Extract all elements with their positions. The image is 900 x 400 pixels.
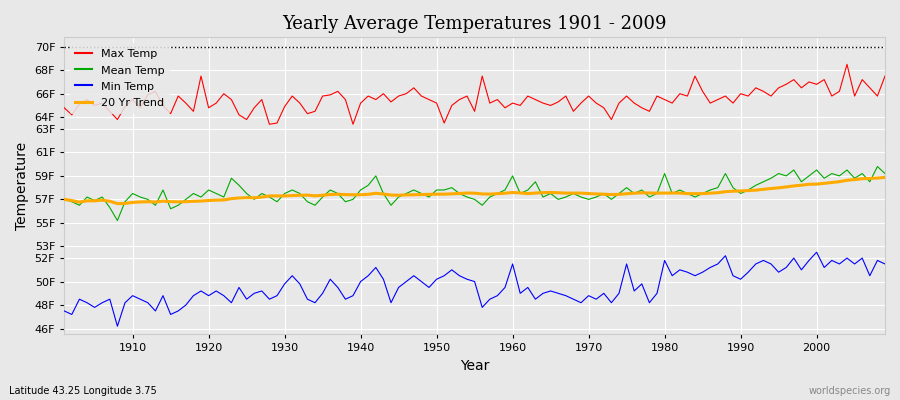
Title: Yearly Average Temperatures 1901 - 2009: Yearly Average Temperatures 1901 - 2009 [283,15,667,33]
Text: worldspecies.org: worldspecies.org [809,386,891,396]
Legend: Max Temp, Mean Temp, Min Temp, 20 Yr Trend: Max Temp, Mean Temp, Min Temp, 20 Yr Tre… [70,43,170,114]
Y-axis label: Temperature: Temperature [15,142,29,230]
Text: Latitude 43.25 Longitude 3.75: Latitude 43.25 Longitude 3.75 [9,386,157,396]
X-axis label: Year: Year [460,359,490,373]
